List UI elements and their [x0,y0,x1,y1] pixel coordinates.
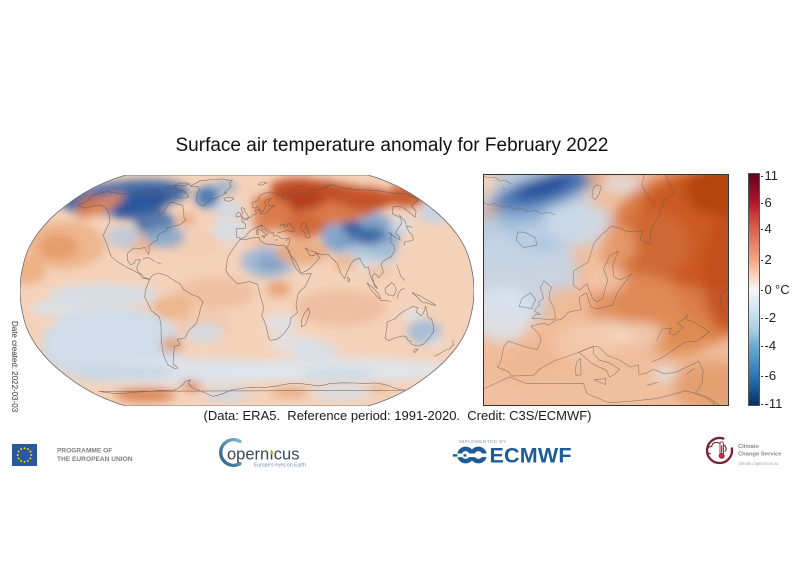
svg-text:Europe's eyes on Earth: Europe's eyes on Earth [254,463,306,469]
svg-text:Change Service: Change Service [738,452,782,458]
svg-text:IMPLEMENTED BY: IMPLEMENTED BY [459,439,507,445]
svg-text:PROGRAMME OF: PROGRAMME OF [57,448,112,455]
svg-text:Climate: Climate [738,444,760,450]
svg-text:climate.copernicus.eu: climate.copernicus.eu [738,461,779,466]
svg-text:opernıcus: opernıcus [227,446,299,464]
svg-text:ECMWF: ECMWF [490,444,572,468]
svg-text:THE EUROPEAN UNION: THE EUROPEAN UNION [57,456,133,463]
